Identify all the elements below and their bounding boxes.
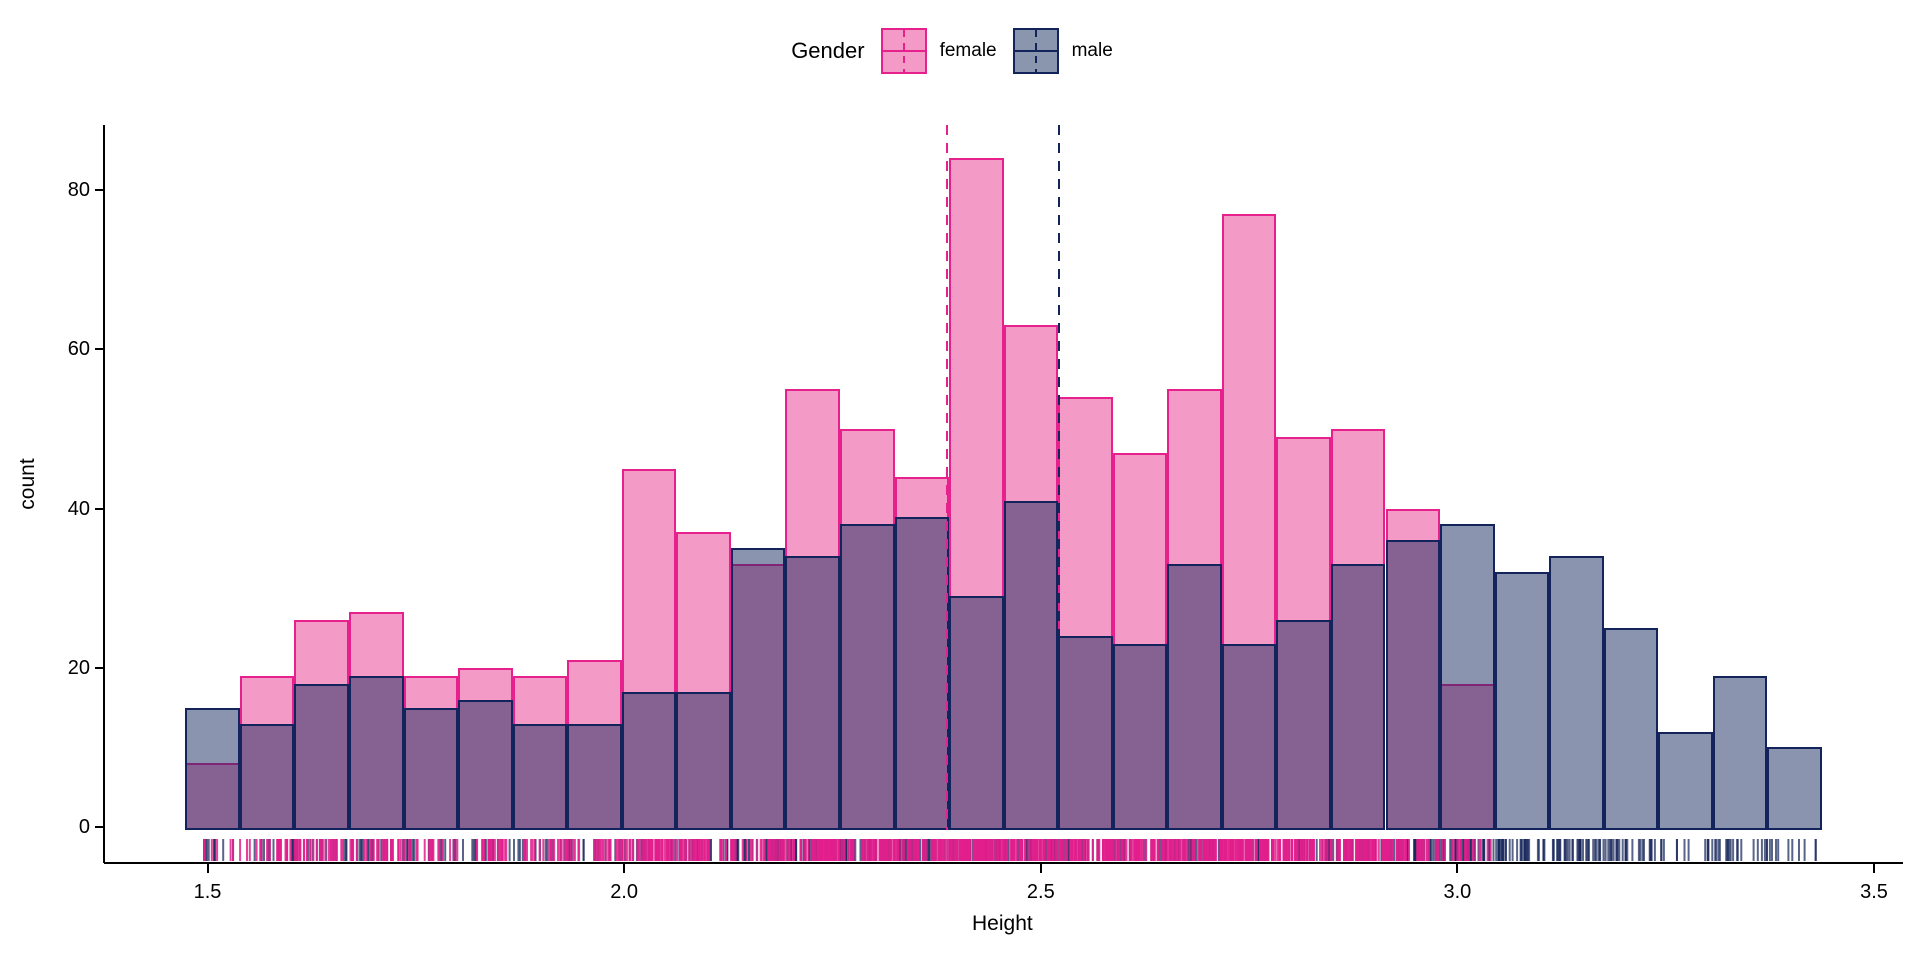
- x-axis-line: [104, 862, 1903, 864]
- histogram-bar-male: [840, 524, 895, 830]
- histogram-bar-male: [239, 723, 295, 830]
- x-axis-tick: [1456, 864, 1459, 873]
- histogram-bar-male: [1767, 747, 1822, 830]
- legend-key-female-icon: [880, 28, 927, 74]
- histogram-bar-male: [785, 556, 840, 830]
- legend-title: Gender: [791, 38, 865, 63]
- y-axis-line: [103, 125, 105, 863]
- histogram-bar-male: [1058, 635, 1113, 830]
- histogram-bar-male: [185, 707, 240, 830]
- histogram-bar-male: [1330, 564, 1386, 830]
- histogram-bar-male: [730, 548, 786, 830]
- histogram-bar-male: [1658, 731, 1713, 831]
- histogram-bar-male: [1712, 675, 1768, 830]
- y-axis-title: count: [16, 458, 39, 510]
- x-tick-label: 3.0: [1443, 881, 1472, 903]
- female-mean-line: [946, 125, 949, 830]
- histogram-bar-male: [1603, 627, 1659, 830]
- y-tick-label: 60: [67, 338, 90, 361]
- histogram-bar-male: [512, 723, 568, 830]
- histogram-bar-male: [294, 683, 349, 830]
- histogram-bar-male: [1549, 556, 1604, 830]
- histogram-bar-male: [567, 723, 622, 830]
- histogram-bar-male: [1221, 643, 1277, 830]
- histogram-bar-male: [1167, 564, 1222, 830]
- histogram-bar-male: [1003, 500, 1059, 830]
- histogram-bar-male: [1385, 540, 1441, 830]
- x-tick-label: 2.5: [1026, 881, 1055, 903]
- legend: Gender female male: [0, 28, 1920, 74]
- legend-key-vdash-icon: [1034, 30, 1037, 72]
- y-axis-tick: [95, 666, 104, 669]
- x-tick-label: 1.5: [193, 881, 222, 903]
- y-axis-tick: [95, 189, 104, 191]
- y-tick-label: 0: [78, 816, 90, 838]
- x-axis-tick: [1873, 864, 1875, 873]
- histogram-bar-male: [349, 675, 404, 830]
- histogram-bar-male: [1440, 524, 1495, 830]
- y-axis-tick: [95, 507, 104, 510]
- histogram-bar-male: [1494, 572, 1550, 830]
- histogram-bar-male: [621, 691, 677, 830]
- legend-key-vdash-icon: [902, 30, 905, 72]
- x-axis-title: Height: [972, 912, 1033, 935]
- histogram-bar-male: [458, 699, 513, 830]
- legend-item-male: male: [1012, 28, 1113, 74]
- histogram-bar-male: [403, 707, 459, 830]
- y-tick-label: 80: [67, 179, 90, 201]
- x-axis-tick: [1039, 864, 1042, 873]
- y-tick-label: 40: [67, 497, 90, 520]
- male-mean-line: [1058, 125, 1061, 830]
- histogram-bar-male: [676, 691, 731, 830]
- histogram-bar-male: [1112, 643, 1168, 830]
- legend-item-female: female: [880, 28, 997, 74]
- histogram-bar-male: [949, 596, 1004, 830]
- y-axis-tick: [95, 826, 104, 828]
- x-axis-tick: [206, 864, 209, 873]
- x-tick-label: 2.0: [610, 881, 638, 903]
- histogram-bar-male: [1276, 620, 1331, 830]
- legend-label-male: male: [1071, 40, 1113, 61]
- y-tick-label: 20: [67, 656, 90, 679]
- x-axis-tick: [623, 864, 626, 873]
- x-tick-label: 3.5: [1860, 881, 1888, 903]
- legend-label-female: female: [939, 40, 997, 61]
- y-axis-tick: [95, 348, 104, 351]
- legend-key-male-icon: [1012, 28, 1059, 74]
